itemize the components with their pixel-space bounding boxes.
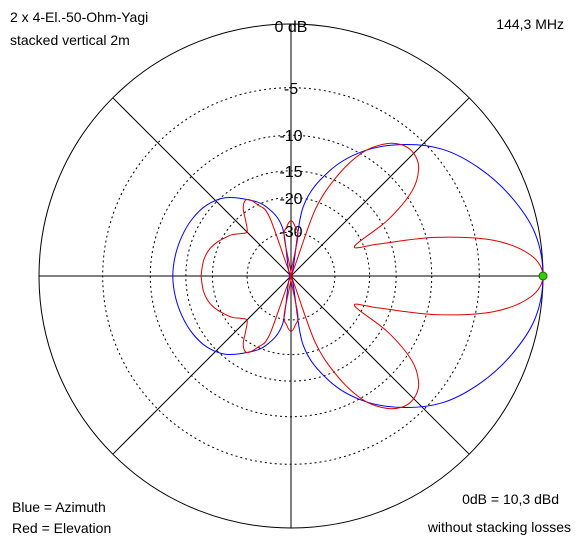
- legend-elevation: Red = Elevation: [12, 520, 112, 536]
- reference-note: 0dB = 10,3 dBd: [462, 491, 559, 507]
- grid-spoke-225: [112, 275, 292, 455]
- chart-title-line2: stacked vertical 2m: [10, 32, 130, 48]
- grid-spoke-45: [290, 97, 470, 277]
- grid-spoke-135: [112, 97, 292, 277]
- series-elevation-curve: [200, 142, 544, 410]
- frequency-label: 144,3 MHz: [496, 16, 564, 32]
- chart-title-line1: 2 x 4-El.-50-Ohm-Yagi: [10, 9, 149, 25]
- series-azimuth-curve: [172, 144, 544, 408]
- losses-note: without stacking losses: [427, 519, 571, 535]
- ring-labels: 0 dB -5 -10 -15 -20 -30: [275, 19, 308, 241]
- pattern-curves: [172, 142, 548, 410]
- ring-label-0db: 0 dB: [275, 19, 308, 36]
- ring-label-10db: -10: [279, 128, 302, 145]
- polar-grid: [38, 23, 544, 529]
- ring-label-20db: -20: [279, 191, 302, 208]
- legend-azimuth: Blue = Azimuth: [12, 499, 106, 515]
- grid-spoke-315: [290, 275, 470, 455]
- ring-label-5db: -5: [284, 81, 298, 98]
- max-gain-marker: [538, 271, 548, 281]
- ring-label-15db: -15: [279, 164, 302, 181]
